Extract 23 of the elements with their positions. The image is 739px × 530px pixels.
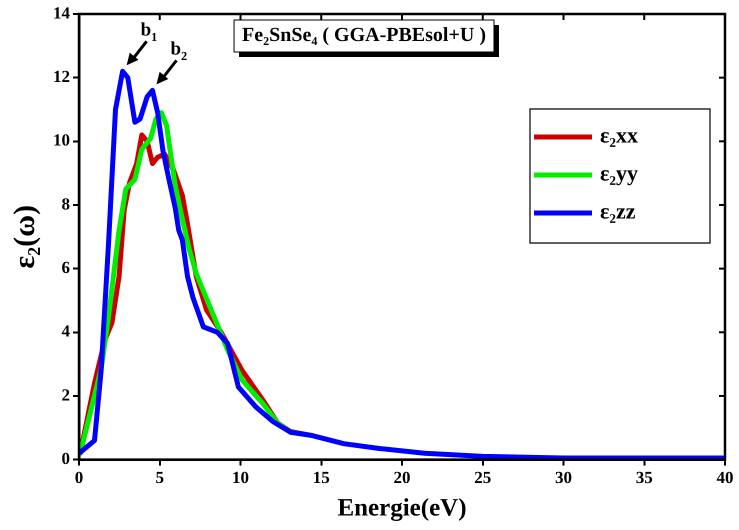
y-tick-label: 12 [53, 67, 70, 86]
text: Fe₂SnSe₄ ( GGA-PBEsol+U ) [242, 24, 486, 46]
y-tick-label: 0 [62, 448, 70, 468]
y-tick-label: 2 [62, 385, 70, 404]
x-tick-label: 20 [394, 468, 410, 488]
legend-label: ε₂yy [600, 160, 638, 186]
y-tick-label: 14 [53, 3, 70, 22]
x-tick-label: 0 [74, 468, 84, 488]
y-tick-label: 4 [62, 322, 70, 341]
y-axis-title: ε₂(ω) [8, 204, 41, 269]
x-tick-label: 10 [232, 468, 249, 488]
x-tick-label: 40 [716, 468, 734, 488]
legend-label: ε₂zz [600, 198, 636, 224]
y-tick-label: 6 [62, 258, 70, 278]
x-tick-label: 25 [474, 468, 492, 488]
x-tick-label: 35 [636, 468, 653, 488]
legend-label: ε₂xx [600, 122, 638, 148]
y-tick-label: 8 [62, 194, 70, 214]
x-tick-label: 30 [555, 468, 572, 488]
x-tick-label: 15 [312, 468, 330, 488]
x-tick-label: 5 [156, 468, 164, 488]
x-axis-title: Energie(eV) [337, 494, 467, 522]
y-tick-label: 10 [53, 130, 70, 150]
